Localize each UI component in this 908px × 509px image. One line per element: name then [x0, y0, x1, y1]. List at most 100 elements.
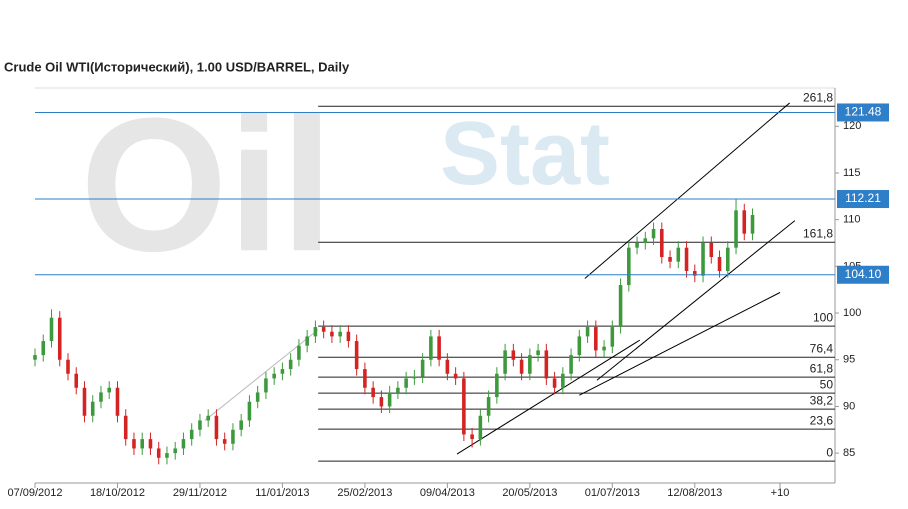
candle-body: [717, 257, 722, 272]
candle-body: [82, 387, 87, 416]
candle-body: [618, 285, 623, 328]
candle-body: [552, 378, 557, 388]
candle-body: [280, 369, 285, 374]
candle-body: [660, 229, 664, 258]
candle-body: [57, 317, 62, 360]
level-box: [837, 265, 889, 284]
candle-body: [297, 345, 301, 360]
trend-line: [579, 292, 781, 396]
candle-body: [148, 439, 153, 449]
candle-body: [412, 376, 417, 379]
candle-body: [734, 210, 738, 248]
candle-body: [602, 346, 606, 351]
fib-label: 23,6: [810, 413, 834, 427]
fib-label: 161,8: [803, 226, 833, 240]
candle-body: [66, 359, 70, 374]
candle-body: [206, 415, 210, 421]
candle-body: [544, 350, 549, 379]
candle-body: [239, 420, 243, 430]
candle-body: [49, 317, 54, 342]
candle-body: [536, 350, 540, 356]
candle-body: [462, 378, 466, 435]
candle-body: [519, 359, 524, 374]
candle-body: [676, 247, 681, 262]
candle-body: [231, 429, 235, 444]
candle-body: [668, 257, 672, 262]
fib-label: 261,8: [803, 90, 833, 104]
candle-body: [115, 387, 120, 416]
candle-body: [181, 439, 186, 449]
x-tick-label: +10: [771, 487, 790, 499]
candle-body: [429, 336, 433, 360]
watermark: Oil: [80, 79, 333, 291]
x-tick-label: 07/09/2012: [7, 487, 62, 499]
candle-body: [635, 243, 639, 248]
candle-body: [750, 214, 755, 234]
candle-body: [222, 439, 227, 444]
fib-label: 76,4: [810, 341, 834, 355]
candle-body: [396, 387, 400, 393]
candle-body: [684, 247, 689, 272]
candle-body: [140, 439, 145, 449]
candle-body: [627, 247, 631, 286]
y-tick-label: 85: [843, 447, 855, 459]
candle-body: [198, 420, 202, 430]
candle-body: [693, 271, 697, 276]
y-tick-label: 95: [843, 354, 855, 366]
x-tick-label: 25/02/2013: [337, 487, 392, 499]
candle-body: [561, 373, 565, 388]
candle-body: [107, 387, 112, 393]
candle-body: [379, 397, 384, 407]
candle-body: [338, 331, 342, 337]
level-box: [837, 103, 889, 122]
candle-body: [569, 355, 573, 374]
candle-body: [478, 415, 483, 440]
fib-label: 100: [813, 310, 833, 324]
candle-body: [247, 401, 252, 421]
x-tick-label: 12/08/2013: [667, 487, 722, 499]
candle-body: [577, 336, 582, 356]
candle-body: [305, 336, 309, 346]
candle-body: [363, 369, 367, 388]
watermark: Stat: [440, 104, 610, 204]
candle-body: [264, 378, 268, 393]
candle-body: [594, 327, 598, 351]
candle-body: [74, 373, 79, 388]
candle-body: [420, 359, 425, 377]
y-tick-label: 120: [843, 120, 861, 132]
candle-body: [651, 229, 656, 239]
chart-title: Crude Oil WTI(Исторический), 1.00 USD/BA…: [4, 59, 350, 74]
candle-body: [742, 210, 747, 234]
trend-line: [584, 102, 790, 279]
candle-body: [255, 392, 260, 402]
fib-label: 50: [820, 377, 834, 391]
level-box: [837, 190, 889, 209]
fib-label: 0: [826, 445, 833, 459]
candle-body: [156, 448, 161, 458]
y-tick-label: 115: [843, 167, 861, 179]
x-tick-label: 11/01/2013: [255, 487, 309, 499]
trend-line: [204, 329, 319, 421]
fib-label: 61,8: [810, 361, 834, 375]
trend-line: [596, 220, 796, 381]
candle-body: [437, 336, 441, 360]
y-tick-label: 110: [843, 214, 861, 226]
candle-body: [709, 243, 714, 258]
candle-body: [346, 331, 351, 342]
candle-body: [486, 397, 491, 416]
fib-label: 38,2: [810, 393, 834, 407]
candle-body: [371, 387, 375, 398]
candle-body: [528, 355, 532, 374]
candle-body: [643, 238, 648, 244]
y-tick-label: 90: [843, 400, 855, 412]
candle-body: [288, 359, 293, 370]
candle-body: [495, 373, 499, 398]
level-label: 121.48: [845, 105, 882, 119]
candle-body: [585, 327, 590, 337]
candle-body: [165, 453, 169, 458]
candle-body: [404, 378, 408, 388]
x-tick-label: 20/05/2013: [502, 487, 557, 499]
candle-body: [132, 439, 136, 449]
candle-body: [33, 355, 37, 360]
